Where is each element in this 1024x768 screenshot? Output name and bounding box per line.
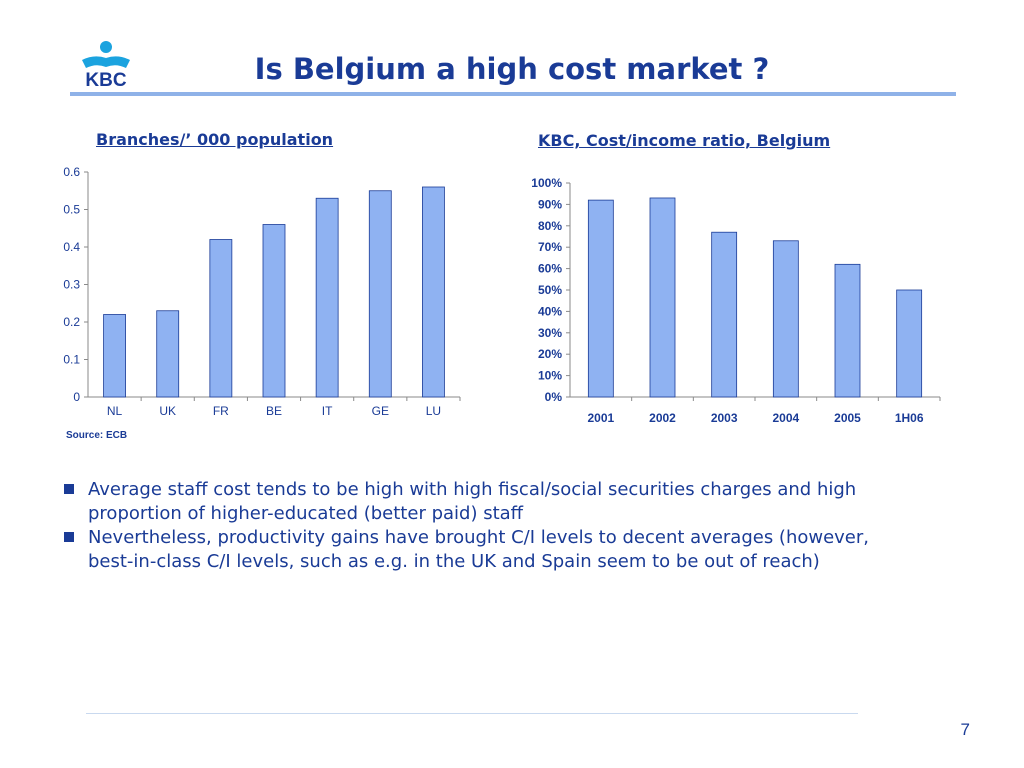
chart1-y-tick-label: 0.6: [63, 165, 80, 179]
chart2-y-tick-label: 100%: [531, 176, 562, 190]
bullet-item: Nevertheless, productivity gains have br…: [64, 526, 894, 574]
page-number: 7: [960, 720, 970, 739]
chart1-bar-lu: [422, 186, 445, 398]
bullet-text: Average staff cost tends to be high with…: [88, 479, 857, 524]
chart2-y-tick-label: 20%: [538, 347, 562, 361]
chart2-y-tick-label: 80%: [538, 219, 562, 233]
chart1-x-tick-label: IT: [322, 404, 333, 418]
footer-divider: [86, 713, 858, 714]
logo-head: [100, 41, 112, 53]
chart2-y-tick-label: 10%: [538, 369, 562, 383]
bullet-item: Average staff cost tends to be high with…: [64, 478, 894, 526]
chart2-x-tick-label: 2003: [711, 411, 738, 425]
chart1-bar-be: [262, 224, 286, 398]
chart1-x-tick-label: FR: [213, 404, 229, 418]
chart1-bar-it: [315, 197, 339, 398]
chart2-y-tick-label: 60%: [538, 262, 562, 276]
chart1-y-tick-label: 0.4: [63, 240, 80, 254]
bullet-square-icon: [64, 484, 74, 494]
kbc-logo: KBC: [82, 41, 130, 90]
logo-text: KBC: [85, 70, 126, 90]
chart1-y-tick-label: 0.1: [63, 353, 80, 367]
chart2-bar-1h06: [896, 289, 923, 398]
chart1-y-tick-label: 0.5: [63, 203, 80, 217]
chart2-bar-2003: [711, 231, 738, 398]
chart2-bar-2005: [834, 263, 861, 398]
chart2-x-tick-label: 2001: [587, 411, 614, 425]
title-divider: [70, 92, 956, 96]
chart2-y-tick-label: 50%: [538, 283, 562, 297]
chart2-y-tick-label: 40%: [538, 304, 562, 318]
chart1-bar-fr: [209, 239, 233, 398]
chart2-y-tick-label: 0%: [545, 390, 563, 404]
page-title: Is Belgium a high cost market ?: [254, 52, 770, 86]
chart2-bar-2002: [649, 197, 676, 398]
chart1-x-tick-label: BE: [266, 404, 282, 418]
chart2-bar-2001: [587, 199, 614, 398]
chart1-bar-uk: [156, 310, 180, 398]
chart1-bar-ge: [368, 190, 392, 398]
chart2-x-tick-label: 1H06: [895, 411, 924, 425]
chart1-source: Source: ECB: [66, 430, 128, 441]
logo-body: [82, 56, 130, 68]
bullet-square-icon: [64, 532, 74, 542]
chart1-y-tick-label: 0.2: [63, 315, 80, 329]
chart1-y-tick-label: 0: [73, 390, 80, 404]
chart2-y-tick-label: 30%: [538, 326, 562, 340]
chart1-x-tick-label: UK: [159, 404, 176, 418]
chart1-x-tick-label: LU: [426, 404, 441, 418]
chart2-y-tick-label: 90%: [538, 197, 562, 211]
chart2-x-tick-label: 2004: [772, 411, 799, 425]
chart2-x-tick-label: 2005: [834, 411, 861, 425]
chart2-bar-2004: [772, 240, 799, 398]
chart1-y-tick-label: 0.3: [63, 278, 80, 292]
bullet-list: Average staff cost tends to be high with…: [64, 478, 894, 574]
chart1-x-tick-label: GE: [372, 404, 389, 418]
chart2-y-tick-label: 70%: [538, 240, 562, 254]
bullet-text: Nevertheless, productivity gains have br…: [88, 527, 870, 572]
chart1-bar-nl: [103, 314, 126, 398]
chart2-x-tick-label: 2002: [649, 411, 676, 425]
chart1-x-tick-label: NL: [107, 404, 123, 418]
chart1-title: Branches/’ 000 population: [96, 130, 334, 149]
chart2-title: KBC, Cost/income ratio, Belgium: [538, 131, 831, 150]
